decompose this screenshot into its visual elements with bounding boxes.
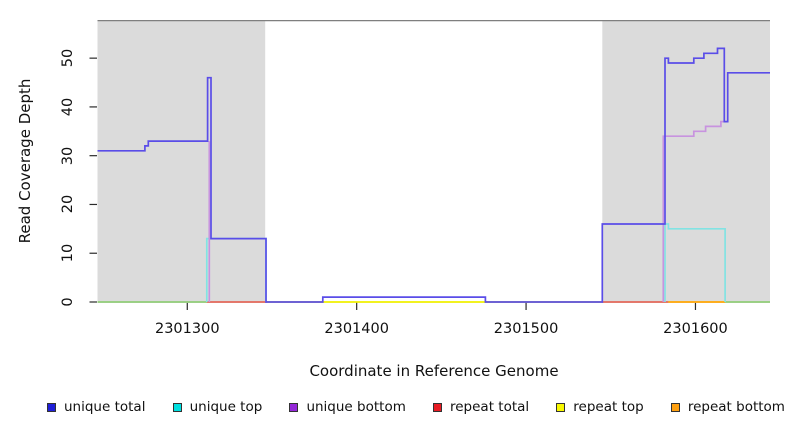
y-tick-label: 10 [60, 243, 76, 263]
x-tick-label: 2301300 [154, 321, 220, 337]
legend-swatch-icon [47, 402, 56, 412]
legend-swatch-icon [556, 402, 566, 412]
legend: unique total unique top unique bottom repea… [47, 399, 785, 415]
legend-item-repeat-bottom: repeat bottom [670, 399, 785, 415]
legend-swatch-icon [172, 402, 182, 412]
series-line-unique-top [664, 223, 726, 302]
y-tick-label: 0 [60, 297, 76, 307]
legend-label: unique total [64, 399, 146, 415]
x-axis-title: Coordinate in Reference Genome [309, 362, 559, 380]
legend-swatch-icon [670, 402, 680, 412]
y-axis-title: Read Coverage Depth [16, 78, 34, 244]
legend-label: repeat bottom [687, 399, 785, 415]
legend-swatch-icon [289, 402, 299, 412]
series-line-unique-bottom [662, 120, 725, 302]
legend-label: unique top [189, 399, 263, 415]
legend-item-unique-total: unique total [47, 399, 145, 415]
legend-swatch-icon [432, 402, 442, 412]
repeat-region-shading [97, 20, 266, 302]
legend-item-unique-top: unique top [172, 399, 263, 415]
repeat-region-shading [602, 20, 770, 302]
y-tick-label: 30 [60, 146, 76, 165]
y-tick-label: 20 [60, 195, 76, 214]
legend-item-repeat-top: repeat top [556, 399, 644, 415]
legend-label: repeat total [449, 399, 530, 415]
legend-item-repeat-total: repeat total [432, 399, 530, 415]
x-tick-label: 2301600 [663, 321, 728, 337]
x-tick-label: 2301400 [324, 321, 389, 337]
x-tick-label: 2301500 [493, 321, 559, 337]
legend-label: unique bottom [306, 399, 406, 415]
legend-label: repeat top [573, 399, 644, 415]
series-line-unique-total [97, 47, 770, 303]
y-tick-label: 40 [60, 97, 76, 117]
y-tick-label: 50 [60, 48, 76, 68]
legend-item-unique-bottom: unique bottom [289, 399, 406, 415]
